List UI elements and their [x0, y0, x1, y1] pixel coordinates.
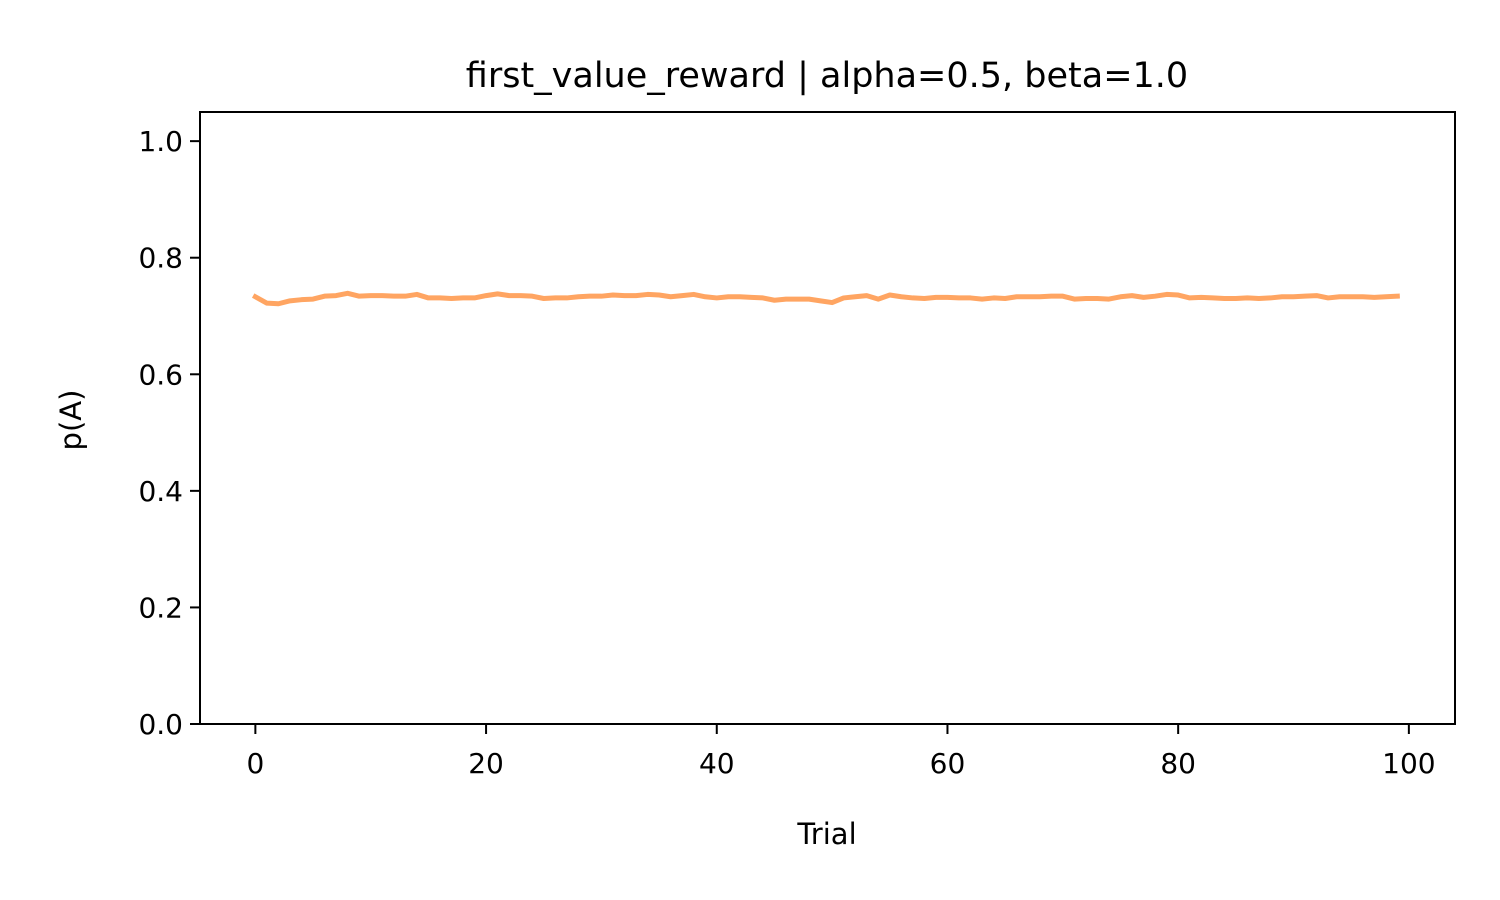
- x-tick-label: 60: [930, 747, 966, 780]
- axes-frame: [199, 111, 1456, 725]
- x-axis-label: Trial: [796, 817, 856, 851]
- chart-title: first_value_reward | alpha=0.5, beta=1.0: [466, 56, 1188, 96]
- y-tick-label: 0.2: [138, 591, 183, 624]
- x-tick-label: 40: [699, 747, 735, 780]
- x-tick-label: 0: [246, 747, 264, 780]
- y-tick-label: 0.8: [138, 242, 183, 275]
- x-tick-label: 80: [1160, 747, 1196, 780]
- y-axis-label: p(A): [54, 390, 88, 451]
- plot-area: 0 20 40 60 80 100 0.0 0.2 0.4 0.6 0.8 1.0: [138, 111, 1456, 780]
- y-tick-label: 0.0: [138, 708, 183, 741]
- y-tick-label: 0.4: [138, 475, 183, 508]
- x-tick-label: 100: [1382, 747, 1435, 780]
- x-tick-label: 20: [468, 747, 504, 780]
- series-line-0: [251, 290, 1400, 307]
- y-tick-label: 0.6: [138, 358, 183, 391]
- y-tick-label: 1.0: [138, 125, 183, 158]
